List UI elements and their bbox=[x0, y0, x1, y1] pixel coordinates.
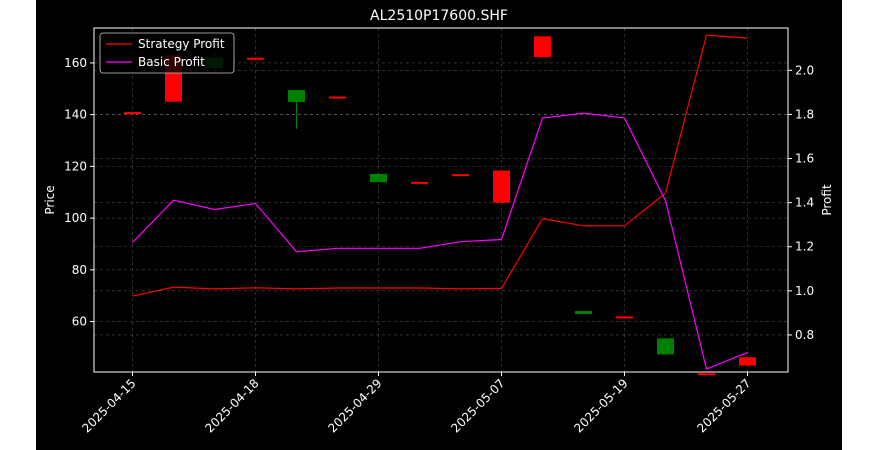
y-axis-right-label: Profit bbox=[820, 184, 834, 216]
legend-label-strategy-profit: Strategy Profit bbox=[138, 37, 225, 51]
y-left-tick-label: 120 bbox=[64, 159, 87, 173]
candle-body bbox=[452, 174, 469, 177]
y-left-tick-label: 160 bbox=[64, 56, 87, 70]
y-right-tick-label: 1.6 bbox=[795, 152, 814, 166]
legend: Strategy Profit Basic Profit bbox=[99, 32, 235, 74]
legend-box bbox=[99, 32, 235, 74]
candle-body bbox=[575, 310, 592, 315]
candle-body bbox=[329, 96, 346, 99]
plot-frame bbox=[93, 27, 789, 373]
candle-body bbox=[124, 112, 141, 115]
candle-body bbox=[411, 181, 428, 184]
y-right-tick-label: 0.8 bbox=[795, 328, 814, 342]
candle-body bbox=[698, 373, 715, 376]
candle-body bbox=[534, 36, 551, 57]
y-right-tick-label: 1.0 bbox=[795, 284, 814, 298]
candle-body bbox=[616, 316, 633, 319]
y-right-tick-label: 1.4 bbox=[795, 196, 814, 210]
y-right-tick-label: 1.8 bbox=[795, 107, 814, 121]
chart-title: AL2510P17600.SHF bbox=[370, 8, 508, 24]
y-axis-left-label: Price bbox=[43, 185, 57, 214]
y-left-tick-label: 100 bbox=[64, 211, 87, 225]
y-left-tick-label: 80 bbox=[72, 263, 87, 277]
y-left-tick-label: 140 bbox=[64, 108, 87, 122]
profit-lines-layer bbox=[132, 34, 748, 370]
strategy-profit-line bbox=[132, 34, 748, 297]
candle-body bbox=[657, 338, 674, 355]
legend-label-basic-profit: Basic Profit bbox=[138, 55, 205, 69]
candle-body bbox=[288, 90, 305, 102]
candle-body bbox=[739, 357, 756, 366]
candle-body bbox=[370, 173, 387, 183]
candle-body bbox=[493, 170, 510, 203]
basic-profit-line bbox=[132, 112, 748, 370]
y-right-tick-label: 2.0 bbox=[795, 63, 814, 77]
y-right-tick-label: 1.2 bbox=[795, 240, 814, 254]
y-left-tick-label: 60 bbox=[72, 315, 87, 329]
candle-body bbox=[247, 57, 264, 60]
